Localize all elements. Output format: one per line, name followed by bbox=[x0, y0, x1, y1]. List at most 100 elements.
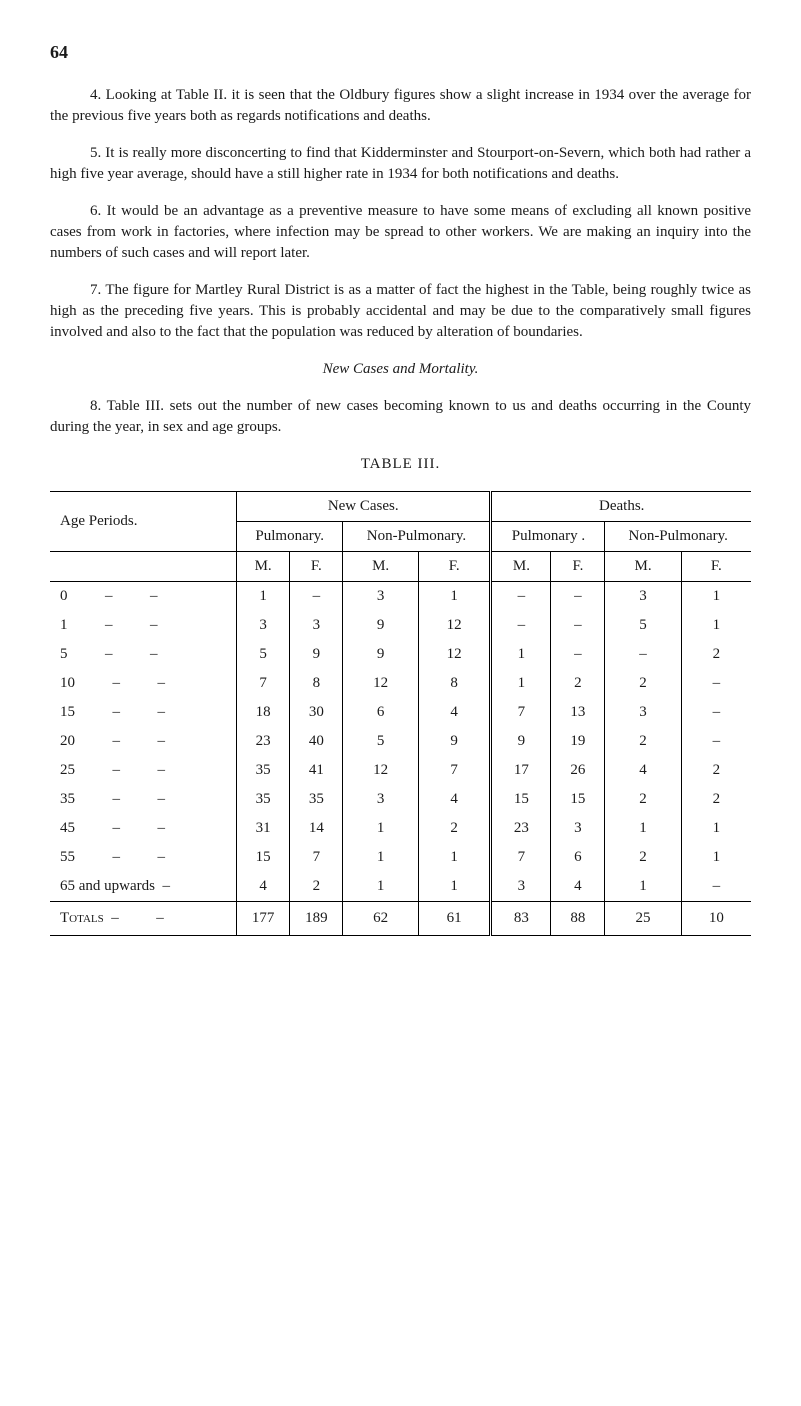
data-cell: 31 bbox=[237, 814, 290, 843]
data-cell: 2 bbox=[605, 785, 681, 814]
data-cell: 12 bbox=[343, 756, 418, 785]
header-blank bbox=[50, 552, 237, 582]
data-cell: 3 bbox=[605, 582, 681, 612]
age-cell: 25 – – bbox=[50, 756, 237, 785]
data-cell: 2 bbox=[681, 640, 751, 669]
data-cell: 9 bbox=[343, 611, 418, 640]
data-cell: 3 bbox=[551, 814, 605, 843]
data-cell: 1 bbox=[605, 814, 681, 843]
totals-label: Totals bbox=[60, 910, 104, 926]
data-cell: 15 bbox=[491, 785, 551, 814]
data-cell: 3 bbox=[343, 582, 418, 612]
data-cell: 2 bbox=[551, 669, 605, 698]
data-cell: – bbox=[551, 640, 605, 669]
data-cell: 15 bbox=[237, 843, 290, 872]
data-cell: 3 bbox=[343, 785, 418, 814]
age-cell: 0 – – bbox=[50, 582, 237, 612]
data-cell: 2 bbox=[290, 872, 343, 902]
data-cell: 1 bbox=[681, 814, 751, 843]
totals-cell: 88 bbox=[551, 902, 605, 936]
totals-cell: 83 bbox=[491, 902, 551, 936]
data-cell: 7 bbox=[290, 843, 343, 872]
header-m: M. bbox=[237, 552, 290, 582]
data-cell: 5 bbox=[605, 611, 681, 640]
table-body: 0 – –1–31––311 – –33912––515 – –599121––… bbox=[50, 582, 751, 902]
data-cell: 18 bbox=[237, 698, 290, 727]
age-cell: 5 – – bbox=[50, 640, 237, 669]
paragraph-8: 8. Table III. sets out the number of new… bbox=[50, 396, 751, 438]
data-cell: 6 bbox=[551, 843, 605, 872]
data-cell: 23 bbox=[491, 814, 551, 843]
data-cell: 9 bbox=[418, 727, 491, 756]
data-cell: 2 bbox=[605, 843, 681, 872]
data-cell: 7 bbox=[237, 669, 290, 698]
header-m: M. bbox=[605, 552, 681, 582]
data-cell: 1 bbox=[681, 843, 751, 872]
data-cell: 2 bbox=[681, 785, 751, 814]
data-cell: 4 bbox=[418, 785, 491, 814]
data-cell: 30 bbox=[290, 698, 343, 727]
data-cell: 2 bbox=[605, 669, 681, 698]
data-cell: 13 bbox=[551, 698, 605, 727]
age-cell: 45 – – bbox=[50, 814, 237, 843]
table-caption: TABLE III. bbox=[50, 454, 751, 475]
header-m: M. bbox=[343, 552, 418, 582]
data-cell: – bbox=[290, 582, 343, 612]
header-new-cases: New Cases. bbox=[237, 492, 491, 522]
data-cell: 1 bbox=[418, 843, 491, 872]
data-cell: 3 bbox=[290, 611, 343, 640]
age-cell: 1 – – bbox=[50, 611, 237, 640]
data-cell: – bbox=[681, 669, 751, 698]
data-cell: 12 bbox=[418, 611, 491, 640]
data-cell: 1 bbox=[681, 611, 751, 640]
data-cell: 23 bbox=[237, 727, 290, 756]
data-cell: 1 bbox=[681, 582, 751, 612]
table-row: 0 – –1–31––31 bbox=[50, 582, 751, 612]
table-row: 65 and upwards –4211341– bbox=[50, 872, 751, 902]
data-cell: 2 bbox=[418, 814, 491, 843]
age-cell: 55 – – bbox=[50, 843, 237, 872]
data-cell: 1 bbox=[418, 872, 491, 902]
data-cell: 2 bbox=[605, 727, 681, 756]
totals-cell: 61 bbox=[418, 902, 491, 936]
data-cell: 1 bbox=[418, 582, 491, 612]
table-row: 35 – –353534151522 bbox=[50, 785, 751, 814]
data-cell: 7 bbox=[491, 843, 551, 872]
data-cell: 7 bbox=[418, 756, 491, 785]
data-cell: – bbox=[681, 727, 751, 756]
data-cell: – bbox=[551, 611, 605, 640]
data-cell: 26 bbox=[551, 756, 605, 785]
data-cell: – bbox=[491, 611, 551, 640]
age-cell: 35 – – bbox=[50, 785, 237, 814]
table-row: 25 – –3541127172642 bbox=[50, 756, 751, 785]
totals-cell: 62 bbox=[343, 902, 418, 936]
table-row: 45 – –31141223311 bbox=[50, 814, 751, 843]
header-f: F. bbox=[290, 552, 343, 582]
data-cell: 19 bbox=[551, 727, 605, 756]
data-cell: 35 bbox=[237, 785, 290, 814]
data-cell: – bbox=[681, 872, 751, 902]
header-f: F. bbox=[551, 552, 605, 582]
data-cell: 1 bbox=[237, 582, 290, 612]
mortality-table: Age Periods. New Cases. Deaths. Pulmonar… bbox=[50, 491, 751, 936]
totals-cell: 177 bbox=[237, 902, 290, 936]
table-row: 20 – –2340599192– bbox=[50, 727, 751, 756]
totals-cell: 25 bbox=[605, 902, 681, 936]
data-cell: 9 bbox=[491, 727, 551, 756]
header-d-pulmonary: Pulmonary . bbox=[491, 522, 605, 552]
table-row: 5 – –599121––2 bbox=[50, 640, 751, 669]
data-cell: 8 bbox=[290, 669, 343, 698]
totals-cell: 189 bbox=[290, 902, 343, 936]
data-cell: 12 bbox=[418, 640, 491, 669]
data-cell: 40 bbox=[290, 727, 343, 756]
header-f: F. bbox=[418, 552, 491, 582]
data-cell: 1 bbox=[605, 872, 681, 902]
data-cell: 35 bbox=[237, 756, 290, 785]
data-cell: 8 bbox=[418, 669, 491, 698]
data-cell: 3 bbox=[491, 872, 551, 902]
data-cell: 41 bbox=[290, 756, 343, 785]
paragraph-6: 6. It would be an advantage as a prevent… bbox=[50, 201, 751, 264]
header-f: F. bbox=[681, 552, 751, 582]
header-nc-nonpulmonary: Non-Pulmonary. bbox=[343, 522, 491, 552]
data-cell: 5 bbox=[237, 640, 290, 669]
